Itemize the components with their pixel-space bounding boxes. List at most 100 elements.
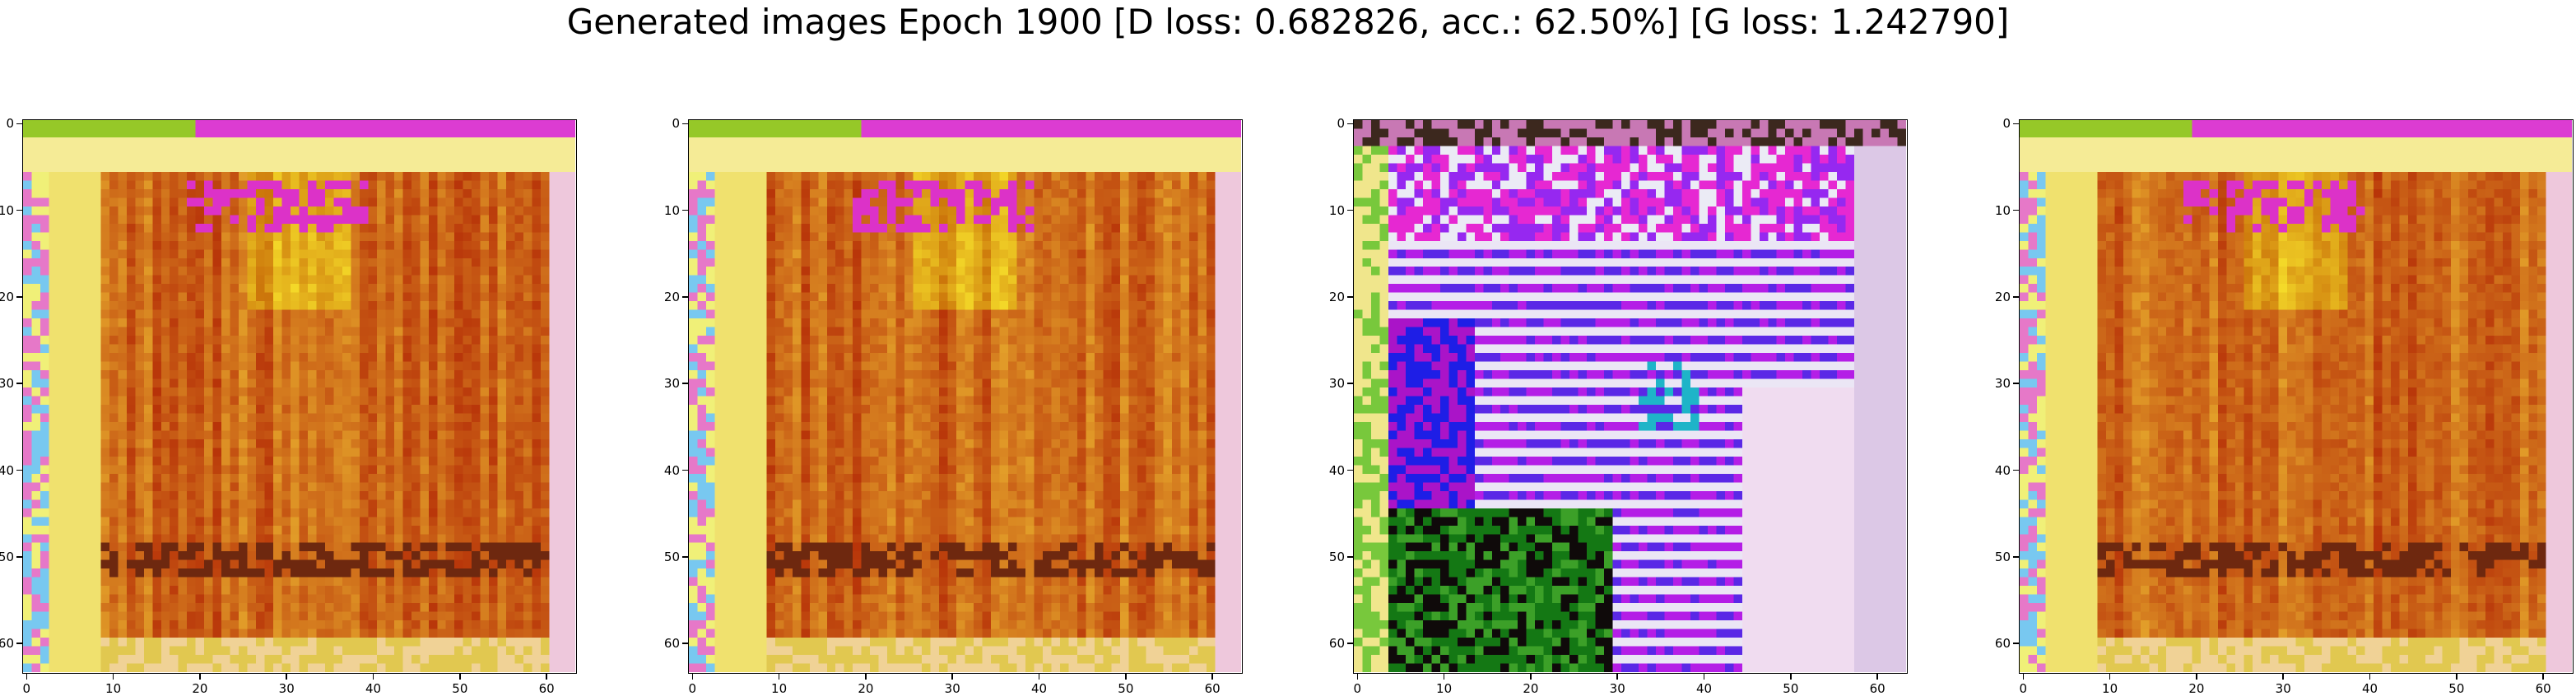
x-tick-mark: [779, 674, 780, 680]
y-tick-label: 40: [1989, 464, 2011, 477]
y-tick-label: 40: [658, 464, 680, 477]
x-tick-label: 20: [2187, 682, 2206, 695]
x-tick-mark: [26, 674, 28, 680]
x-tick-label: 0: [2013, 682, 2033, 695]
y-tick-mark: [2013, 383, 2019, 384]
x-tick-mark: [373, 674, 374, 680]
y-tick-mark: [682, 123, 688, 125]
y-tick-mark: [2013, 123, 2019, 125]
y-tick-mark: [16, 470, 22, 471]
x-tick-label: 10: [104, 682, 123, 695]
y-tick-mark: [682, 556, 688, 558]
y-tick-label: 60: [1323, 637, 1345, 650]
x-tick-label: 50: [1116, 682, 1136, 695]
y-tick-mark: [682, 643, 688, 644]
x-tick-mark: [546, 674, 547, 680]
x-tick-mark: [286, 674, 287, 680]
x-tick-label: 50: [2447, 682, 2467, 695]
x-tick-mark: [865, 674, 867, 680]
x-tick-mark: [1211, 674, 1213, 680]
x-tick-mark: [1530, 674, 1532, 680]
x-tick-mark: [113, 674, 114, 680]
generated-image-panel-3: [1353, 119, 1908, 674]
x-tick-mark: [199, 674, 201, 680]
y-tick-mark: [1347, 643, 1353, 644]
x-tick-label: 40: [364, 682, 384, 695]
y-tick-label: 10: [658, 204, 680, 217]
x-tick-label: 10: [770, 682, 789, 695]
y-tick-label: 50: [0, 550, 14, 564]
y-tick-mark: [1347, 556, 1353, 558]
x-tick-mark: [2456, 674, 2457, 680]
y-tick-mark: [16, 383, 22, 384]
y-tick-label: 20: [1989, 290, 2011, 304]
x-tick-label: 10: [1434, 682, 1454, 695]
x-tick-mark: [1790, 674, 1792, 680]
generated-image-1: [23, 120, 575, 672]
y-tick-mark: [1347, 383, 1353, 384]
x-tick-label: 40: [2360, 682, 2380, 695]
x-tick-label: 10: [2100, 682, 2120, 695]
y-tick-mark: [2013, 470, 2019, 471]
y-tick-mark: [2013, 296, 2019, 298]
y-tick-mark: [16, 123, 22, 125]
y-tick-label: 0: [1989, 117, 2011, 130]
x-tick-label: 40: [1030, 682, 1049, 695]
x-tick-label: 30: [942, 682, 962, 695]
y-tick-mark: [1347, 123, 1353, 125]
y-tick-label: 40: [0, 464, 14, 477]
y-tick-mark: [682, 296, 688, 298]
figure-title: Generated images Epoch 1900 [D loss: 0.6…: [0, 2, 2576, 43]
generated-image-panel-4: [2019, 119, 2574, 674]
x-tick-mark: [2369, 674, 2371, 680]
y-tick-label: 10: [1323, 204, 1345, 217]
x-tick-mark: [2542, 674, 2544, 680]
y-tick-label: 20: [658, 290, 680, 304]
y-tick-label: 0: [658, 117, 680, 130]
x-tick-mark: [1125, 674, 1127, 680]
x-tick-mark: [1444, 674, 1445, 680]
y-tick-label: 30: [1323, 377, 1345, 390]
x-tick-label: 0: [16, 682, 36, 695]
x-tick-mark: [692, 674, 694, 680]
y-tick-mark: [1347, 470, 1353, 471]
y-tick-mark: [16, 556, 22, 558]
generated-image-3: [1354, 120, 1906, 672]
y-tick-label: 30: [0, 377, 14, 390]
x-tick-label: 40: [1695, 682, 1714, 695]
x-tick-label: 20: [190, 682, 210, 695]
y-tick-mark: [682, 470, 688, 471]
x-tick-mark: [1704, 674, 1705, 680]
y-tick-label: 0: [1323, 117, 1345, 130]
generated-image-4: [2020, 120, 2572, 672]
y-tick-label: 60: [658, 637, 680, 650]
generated-image-panel-2: [688, 119, 1243, 674]
x-tick-mark: [2282, 674, 2284, 680]
x-tick-label: 0: [1347, 682, 1367, 695]
y-tick-label: 30: [1989, 377, 2011, 390]
x-tick-label: 30: [2273, 682, 2293, 695]
y-tick-mark: [2013, 556, 2019, 558]
y-tick-label: 50: [1323, 550, 1345, 564]
y-tick-label: 10: [1989, 204, 2011, 217]
x-tick-label: 20: [1521, 682, 1541, 695]
x-tick-mark: [2196, 674, 2197, 680]
y-tick-mark: [2013, 210, 2019, 211]
x-tick-mark: [2023, 674, 2025, 680]
y-tick-mark: [682, 210, 688, 211]
y-tick-mark: [1347, 296, 1353, 298]
y-tick-label: 20: [1323, 290, 1345, 304]
y-tick-label: 0: [0, 117, 14, 130]
x-tick-label: 60: [537, 682, 556, 695]
x-tick-mark: [459, 674, 461, 680]
x-tick-mark: [1616, 674, 1618, 680]
y-tick-mark: [16, 296, 22, 298]
y-tick-label: 40: [1323, 464, 1345, 477]
x-tick-label: 30: [1607, 682, 1627, 695]
x-tick-mark: [2109, 674, 2111, 680]
x-tick-label: 60: [2533, 682, 2553, 695]
y-tick-mark: [16, 210, 22, 211]
x-tick-label: 30: [277, 682, 296, 695]
x-tick-label: 20: [856, 682, 876, 695]
y-tick-label: 20: [0, 290, 14, 304]
